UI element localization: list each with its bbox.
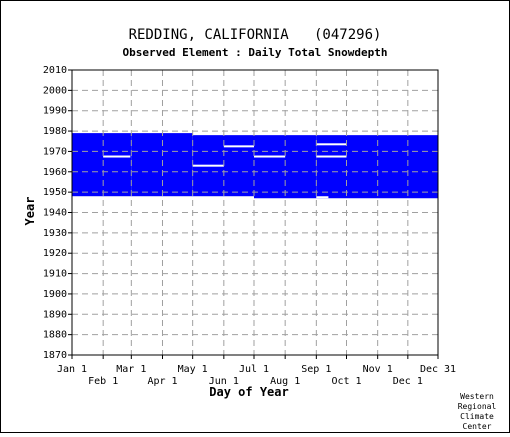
x-tick-label-0: Jan 1 [57, 364, 87, 375]
y-tick-label-1960: 1960 [43, 167, 67, 178]
coverage-block-4 [316, 135, 347, 199]
y-tick-label-2010: 2010 [43, 65, 67, 76]
gap-mark-2 [223, 145, 254, 148]
y-tick-label-1930: 1930 [43, 228, 67, 239]
y-tick-label-1870: 1870 [43, 350, 67, 361]
x-tick-label-7: Feb 1 [88, 376, 118, 387]
chart-title: REDDING, CALIFORNIA (047296) [129, 27, 382, 43]
y-tick-label-1910: 1910 [43, 269, 67, 280]
y-axis-ticks: 1870 1880 1890 1900 1910 1920 1930 1940 1950 1960… [43, 65, 72, 361]
y-axis-label: Year [23, 197, 37, 226]
x-tick-label-3: Jul 1 [239, 364, 269, 375]
gap-mark-5 [316, 155, 347, 158]
gap-mark-0 [103, 155, 131, 158]
y-tick-label-1980: 1980 [43, 126, 67, 137]
gap-mark-3 [253, 155, 286, 158]
gap-mark-6 [316, 196, 329, 199]
grid-layer [72, 70, 438, 355]
x-tick-label-5: Nov 1 [363, 364, 393, 375]
x-tick-label-12: Dec 1 [393, 376, 423, 387]
x-tick-label-6: Dec 31 [420, 364, 456, 375]
credit-line-2: Regional [458, 402, 497, 411]
x-tick-label-11: Oct 1 [331, 376, 361, 387]
chart-subtitle: Observed Element : Daily Total Snowdepth [123, 46, 388, 59]
y-tick-label-1920: 1920 [43, 248, 67, 259]
gap-layer [103, 143, 347, 199]
x-tick-label-10: Aug 1 [270, 376, 300, 387]
gap-mark-1 [192, 164, 224, 167]
y-tick-label-1890: 1890 [43, 309, 67, 320]
y-tick-label-1990: 1990 [43, 106, 67, 117]
coverage-block-0 [72, 133, 132, 197]
y-tick-label-2000: 2000 [43, 85, 67, 96]
y-tick-label-1940: 1940 [43, 208, 67, 219]
y-tick-label-1900: 1900 [43, 289, 67, 300]
y-tick-label-1970: 1970 [43, 146, 67, 157]
x-tick-label-8: Apr 1 [147, 376, 177, 387]
x-tick-label-2: May 1 [178, 364, 208, 375]
gap-mark-4 [316, 143, 347, 146]
coverage-layer [72, 133, 438, 199]
x-axis-ticks: Jan 1 Mar 1 May 1 Jul 1 Sep 1 Nov 1 Dec 31 Feb … [57, 355, 456, 387]
y-tick-label-1880: 1880 [43, 330, 67, 341]
credit-line-4: Center [463, 422, 492, 431]
x-tick-label-1: Mar 1 [116, 364, 146, 375]
x-axis-label: Day of Year [209, 385, 288, 399]
y-tick-label-1950: 1950 [43, 187, 67, 198]
credit-line-3: Climate [460, 412, 494, 421]
x-tick-label-9: Jun 1 [209, 376, 239, 387]
coverage-block-5 [346, 135, 438, 199]
x-tick-label-4: Sep 1 [301, 364, 331, 375]
credit-line-1: Western [460, 392, 494, 401]
coverage-block-1 [131, 133, 193, 197]
